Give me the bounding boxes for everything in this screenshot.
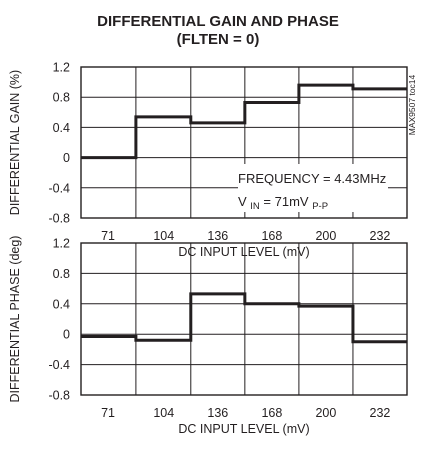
y-axis-label: DIFFERENTIAL PHASE (deg): [8, 236, 22, 403]
x-tick-label: 71: [101, 229, 115, 243]
chart-title-line2: (FLTEN = 0): [177, 31, 260, 48]
differential-gain-chart: FREQUENCY = 4.43MHz V IN = 71mV P-P 1.2 0…: [8, 61, 408, 260]
gain-labels: 1.2 0.8 0.4 0 -0.4 -0.8 71 104 136 168 200 232 DC IN…: [8, 61, 390, 260]
x-tick-label: 200: [315, 229, 336, 243]
y-tick-label: 0.8: [53, 91, 70, 105]
gain-series: [81, 83, 407, 160]
step-line-series: [81, 292, 407, 344]
x-tick-label: 168: [261, 406, 282, 420]
annotation-vin-unit: P-P: [312, 201, 328, 212]
annotation-vin: V IN = 71mV P-P: [238, 194, 328, 212]
x-tick-label: 168: [261, 229, 282, 243]
annotation-vin-sub: IN: [250, 201, 260, 212]
y-tick-label: -0.4: [48, 181, 70, 195]
x-tick-label: 232: [370, 229, 391, 243]
x-tick-label: 232: [370, 406, 391, 420]
x-tick-label: 104: [153, 406, 174, 420]
x-axis-label: DC INPUT LEVEL (mV): [178, 422, 309, 436]
phase-grid: [81, 243, 407, 395]
y-tick-label: -0.8: [48, 389, 70, 403]
y-tick-label: 1.2: [53, 237, 70, 251]
annotation-vin-value: = 71mV: [263, 194, 308, 209]
x-tick-label: 200: [315, 406, 336, 420]
step-line-series: [81, 83, 407, 160]
y-tick-label: 0.8: [53, 267, 70, 281]
x-tick-label: 71: [101, 406, 115, 420]
phase-axes: [80, 242, 408, 396]
y-tick-label: 0.4: [53, 121, 70, 135]
y-tick-label: 1.2: [53, 61, 70, 75]
gain-annotation: FREQUENCY = 4.43MHz V IN = 71mV P-P: [238, 164, 388, 212]
y-axis-label: DIFFERENTIAL GAIN (%): [8, 70, 22, 215]
x-axis-label: DC INPUT LEVEL (mV): [178, 245, 309, 259]
x-tick-label: 136: [207, 406, 228, 420]
plot-frame: [80, 242, 408, 396]
y-tick-label: 0: [63, 328, 70, 342]
y-tick-label: 0: [63, 151, 70, 165]
x-tick-label: 104: [153, 229, 174, 243]
x-tick-label: 136: [207, 229, 228, 243]
gain-axes: [80, 66, 408, 219]
y-tick-label: -0.4: [48, 358, 70, 372]
annotation-background: [238, 164, 388, 212]
y-tick-label: 0.4: [53, 297, 70, 311]
phase-labels: 1.2 0.8 0.4 0 -0.4 -0.8 71 104 136 168 200 232 DC IN…: [8, 236, 390, 436]
annotation-frequency: FREQUENCY = 4.43MHz: [238, 171, 386, 186]
chart-title-line1: DIFFERENTIAL GAIN AND PHASE: [97, 13, 339, 30]
chart-id-label: MAX9507 toc14: [407, 74, 417, 135]
differential-phase-chart: 1.2 0.8 0.4 0 -0.4 -0.8 71 104 136 168 200 232 DC IN…: [8, 236, 408, 436]
y-tick-label: -0.8: [48, 212, 70, 226]
annotation-vin-v: V: [238, 194, 247, 209]
phase-series: [81, 292, 407, 344]
plot-frame: [80, 66, 408, 219]
